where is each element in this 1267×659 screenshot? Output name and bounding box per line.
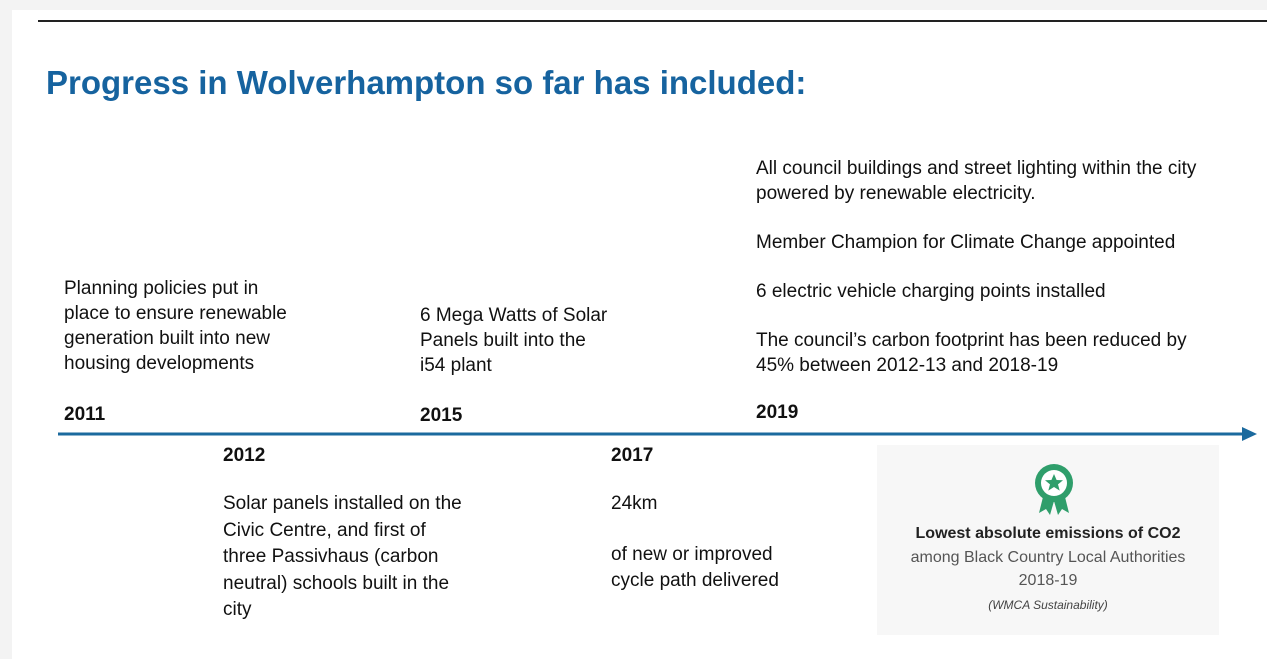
text-line: powered by renewable electricity. <box>756 183 1036 204</box>
paragraph: 6 electric vehicle charging points insta… <box>756 279 1196 304</box>
text-line: housing developments <box>64 353 255 374</box>
text-line: three Passivhaus (carbon <box>223 546 439 567</box>
timeline <box>58 427 1257 441</box>
paragraph: Solar panels installed on the Civic Centr… <box>223 491 462 624</box>
text-line: The council’s carbon footprint has been … <box>756 330 1187 351</box>
badge-source: (WMCA Sustainability) <box>988 598 1108 612</box>
text-line: i54 plant <box>420 355 492 376</box>
year-label: 2011 <box>64 404 106 425</box>
text-line: Civic Centre, and first of <box>223 519 426 541</box>
paragraph: 24km <box>611 491 779 518</box>
slide-title: Progress in Wolverhampton so far has inc… <box>46 64 807 101</box>
milestone-text: 6 Mega Watts of Solar Panels built into t… <box>420 303 607 378</box>
text-line: 45% between 2012-13 and 2018-19 <box>756 355 1059 376</box>
text-line: of new or improved <box>611 543 773 565</box>
text-line: Member Champion for Climate Change appoi… <box>756 232 1176 253</box>
award-icon <box>1035 464 1073 515</box>
milestone-text: 24km of new or improved cycle path deliver… <box>611 491 779 595</box>
text-line: Solar panels installed on the <box>223 493 462 514</box>
milestone-text: Planning policies put in place to ensure … <box>64 276 287 376</box>
slide: Progress in Wolverhampton so far has inc… <box>12 10 1267 659</box>
paragraph: All council buildings and street lightin… <box>756 156 1196 206</box>
badge-heading: Lowest absolute emissions of CO2 <box>915 525 1181 542</box>
text-line: 6 electric vehicle charging points insta… <box>756 281 1106 302</box>
text-line: Planning policies put in <box>64 278 259 299</box>
text-line: 6 Mega Watts of Solar <box>420 305 608 326</box>
text-line: neutral) schools built in the <box>223 572 450 594</box>
paragraph: Planning policies put in place to ensure … <box>64 276 287 376</box>
text-line: cycle path delivered <box>611 570 779 591</box>
badge-text: 2018-19 <box>1018 572 1078 589</box>
year-label: 2019 <box>756 402 799 423</box>
paragraph: 6 Mega Watts of Solar Panels built into t… <box>420 303 607 378</box>
text-line: place to ensure renewable <box>64 303 287 324</box>
divider <box>38 20 1267 22</box>
badge-text: among Black Country Local Authorities <box>910 549 1186 566</box>
text-line: Panels built into the <box>420 330 586 351</box>
text-line: generation built into new <box>64 328 270 349</box>
paragraph: The council’s carbon footprint has been … <box>756 328 1196 378</box>
milestone-text: Solar panels installed on the Civic Centr… <box>223 491 462 624</box>
milestone-text: All council buildings and street lightin… <box>756 156 1196 378</box>
text-line: All council buildings and street lightin… <box>756 158 1197 179</box>
year-label: 2012 <box>223 445 266 466</box>
paragraph: of new or improved cycle path delivered <box>611 542 779 595</box>
paragraph: Member Champion for Climate Change appoi… <box>756 230 1196 255</box>
year-label: 2015 <box>420 405 463 426</box>
timeline-arrow <box>1242 427 1257 441</box>
badge: Lowest absolute emissions of CO2 among B… <box>877 445 1219 635</box>
text-line: 24km <box>611 493 658 514</box>
text-line: city <box>223 599 252 620</box>
year-label: 2017 <box>611 445 654 466</box>
